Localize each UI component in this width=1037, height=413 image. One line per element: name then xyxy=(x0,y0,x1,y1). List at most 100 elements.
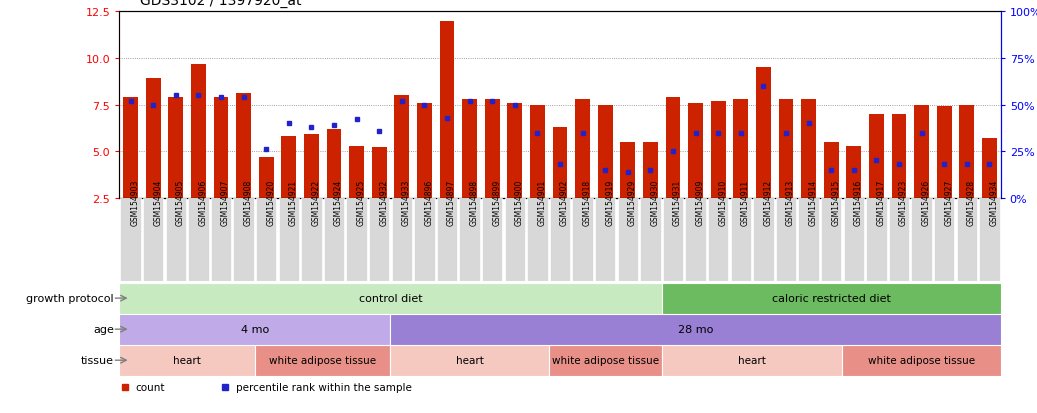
Bar xyxy=(869,114,884,198)
Bar xyxy=(236,94,251,198)
Text: GSM154907: GSM154907 xyxy=(221,179,230,225)
Bar xyxy=(553,128,567,198)
Bar xyxy=(912,198,932,281)
Bar xyxy=(191,64,205,198)
Bar xyxy=(505,198,525,281)
Text: GSM154896: GSM154896 xyxy=(424,179,433,225)
Text: GSM154911: GSM154911 xyxy=(740,179,750,225)
Text: GSM154934: GSM154934 xyxy=(989,179,999,225)
Text: GSM154914: GSM154914 xyxy=(809,179,817,225)
Bar xyxy=(866,198,887,281)
Bar xyxy=(143,198,164,281)
Bar xyxy=(956,198,977,281)
Bar xyxy=(708,198,728,281)
Text: GSM154928: GSM154928 xyxy=(966,179,976,225)
Bar xyxy=(595,198,615,281)
Text: growth protocol: growth protocol xyxy=(27,293,114,304)
Bar xyxy=(823,142,839,198)
Bar xyxy=(255,345,391,376)
Bar xyxy=(889,198,909,281)
Text: GSM154908: GSM154908 xyxy=(244,179,253,225)
Text: GSM154909: GSM154909 xyxy=(696,179,704,225)
Bar xyxy=(598,105,613,198)
Text: GSM154901: GSM154901 xyxy=(537,179,546,225)
Text: GSM154912: GSM154912 xyxy=(763,179,773,225)
Text: GSM154915: GSM154915 xyxy=(832,179,840,225)
Bar xyxy=(802,100,816,198)
Text: GSM154903: GSM154903 xyxy=(131,179,140,225)
Text: control diet: control diet xyxy=(359,293,422,304)
Bar xyxy=(959,105,974,198)
Text: GSM154921: GSM154921 xyxy=(288,179,298,225)
Text: GSM154906: GSM154906 xyxy=(198,179,207,225)
Bar xyxy=(482,198,502,281)
Text: white adipose tissue: white adipose tissue xyxy=(868,355,975,366)
Bar xyxy=(168,98,184,198)
Bar xyxy=(982,139,997,198)
Text: count: count xyxy=(135,382,165,392)
Bar xyxy=(685,198,706,281)
Bar xyxy=(689,104,703,198)
Bar xyxy=(779,100,793,198)
Bar xyxy=(776,198,796,281)
Bar xyxy=(821,198,841,281)
Text: GSM154904: GSM154904 xyxy=(153,179,162,225)
Bar xyxy=(640,198,661,281)
Bar xyxy=(414,198,435,281)
Bar xyxy=(979,198,1000,281)
Text: GSM154918: GSM154918 xyxy=(583,179,591,225)
Bar xyxy=(663,198,683,281)
Bar xyxy=(643,142,657,198)
Text: GSM154898: GSM154898 xyxy=(470,179,478,225)
Bar xyxy=(666,98,680,198)
Text: white adipose tissue: white adipose tissue xyxy=(270,355,376,366)
Text: caloric restricted diet: caloric restricted diet xyxy=(772,293,891,304)
Bar xyxy=(662,345,842,376)
Bar xyxy=(346,198,367,281)
Bar xyxy=(233,198,254,281)
Text: white adipose tissue: white adipose tissue xyxy=(552,355,658,366)
Text: GSM154927: GSM154927 xyxy=(945,179,953,225)
Bar xyxy=(119,283,662,314)
Bar xyxy=(166,198,186,281)
Bar xyxy=(733,100,748,198)
Text: GSM154923: GSM154923 xyxy=(899,179,908,225)
Bar xyxy=(463,100,477,198)
Text: GSM154919: GSM154919 xyxy=(606,179,614,225)
Text: GSM154910: GSM154910 xyxy=(719,179,727,225)
Bar xyxy=(123,98,138,198)
Text: GSM154899: GSM154899 xyxy=(493,179,501,225)
Bar xyxy=(324,198,344,281)
Text: GSM154930: GSM154930 xyxy=(650,179,660,225)
Bar xyxy=(394,96,410,198)
Text: GSM154925: GSM154925 xyxy=(357,179,366,225)
Bar xyxy=(572,198,593,281)
Text: age: age xyxy=(93,324,114,335)
Text: GSM154922: GSM154922 xyxy=(311,179,320,225)
Bar xyxy=(349,146,364,198)
Bar xyxy=(842,345,1001,376)
Bar xyxy=(620,142,635,198)
Text: percentile rank within the sample: percentile rank within the sample xyxy=(235,382,412,392)
Text: GSM154933: GSM154933 xyxy=(401,179,411,225)
Text: tissue: tissue xyxy=(81,355,114,366)
Text: heart: heart xyxy=(738,355,766,366)
Bar xyxy=(304,135,318,198)
Bar xyxy=(507,104,522,198)
Bar xyxy=(485,100,500,198)
Text: GSM154900: GSM154900 xyxy=(514,179,524,225)
Bar xyxy=(437,198,457,281)
Bar xyxy=(527,198,548,281)
Bar xyxy=(798,198,819,281)
Text: GDS3102 / 1397920_at: GDS3102 / 1397920_at xyxy=(140,0,302,8)
Text: GSM154929: GSM154929 xyxy=(627,179,637,225)
Bar xyxy=(844,198,864,281)
Bar xyxy=(710,102,726,198)
Bar xyxy=(576,100,590,198)
Bar xyxy=(936,107,952,198)
Text: GSM154902: GSM154902 xyxy=(560,179,569,225)
Bar xyxy=(618,198,638,281)
Bar xyxy=(372,148,387,198)
Text: GSM154931: GSM154931 xyxy=(673,179,682,225)
Bar xyxy=(281,137,297,198)
